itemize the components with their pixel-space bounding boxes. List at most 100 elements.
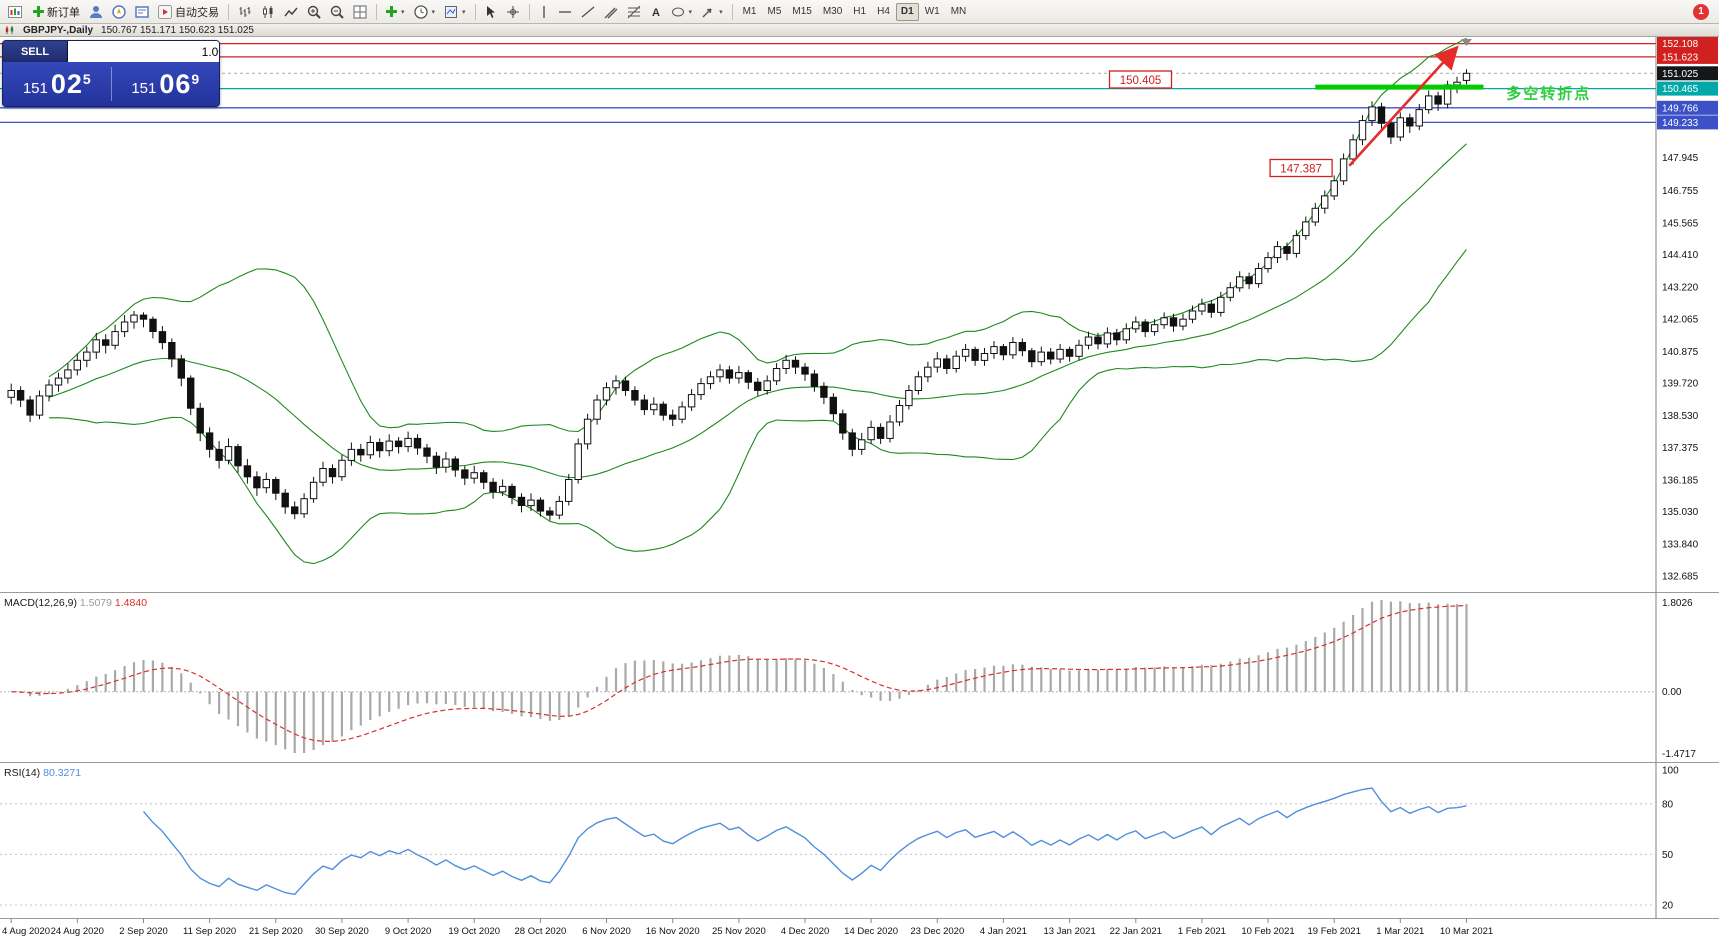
buy-price-big: 06 (159, 68, 192, 99)
tile-windows-button[interactable] (349, 2, 371, 22)
timeframe-m30-button[interactable]: M30 (818, 3, 847, 21)
axis-price-badge: 149.233 (1657, 115, 1718, 130)
notification-badge[interactable]: 1 (1693, 3, 1709, 20)
candlestick-chart-button[interactable] (257, 2, 279, 22)
svg-text:2 Sep 2020: 2 Sep 2020 (119, 926, 168, 937)
turning-point-label[interactable]: 多空转折点 (1506, 85, 1591, 103)
toolbar-separator (528, 3, 530, 20)
macd-header: MACD(12,26,9) 1.5079 1.4840 (4, 597, 147, 609)
timeframe-m15-button[interactable]: M15 (787, 3, 816, 21)
cursor-icon (486, 5, 495, 18)
svg-text:142.065: 142.065 (1662, 314, 1699, 325)
template-icon (445, 5, 458, 18)
volume-input[interactable] (68, 41, 219, 62)
axis-price-badge: 151.025 (1657, 66, 1718, 81)
svg-text:19 Feb 2021: 19 Feb 2021 (1308, 926, 1361, 937)
candlestick-chart-icon (263, 5, 273, 18)
rsi-header: RSI(14) 80.3271 (4, 767, 81, 779)
zoom-in-button[interactable] (303, 2, 325, 22)
templates-button[interactable]: ▾ (440, 2, 470, 22)
horizontal-line-tool-button[interactable] (554, 2, 576, 22)
fibonacci-icon (627, 5, 640, 18)
svg-text:143.220: 143.220 (1662, 283, 1699, 294)
candles (7, 69, 1471, 521)
ellipse-icon (671, 7, 684, 16)
svg-text:140.875: 140.875 (1662, 347, 1699, 358)
timeframe-m5-button[interactable]: M5 (762, 3, 786, 21)
svg-text:23 Dec 2020: 23 Dec 2020 (910, 926, 964, 937)
bar-chart-button[interactable] (234, 2, 256, 22)
sell-price-pip: 5 (82, 70, 91, 87)
svg-text:14 Dec 2020: 14 Dec 2020 (844, 926, 898, 937)
line-chart-icon (284, 7, 298, 16)
svg-text:16 Nov 2020: 16 Nov 2020 (646, 926, 700, 937)
price-annotation-box[interactable]: 150.405 (1108, 70, 1173, 89)
plus-icon (33, 6, 44, 17)
terminal-button[interactable] (131, 2, 153, 22)
sell-price[interactable]: 151 025 (3, 69, 111, 100)
price-axis[interactable]: 147.945 146.755 145.565 144.410 143.220 142.0… (1657, 36, 1718, 583)
cursor-button[interactable] (481, 2, 501, 22)
indicators-button[interactable]: ▾ (382, 2, 409, 22)
timeframe-w1-button[interactable]: W1 (920, 3, 945, 21)
vertical-line-tool-button[interactable] (535, 2, 553, 22)
svg-text:25 Nov 2020: 25 Nov 2020 (712, 926, 766, 937)
svg-text:150.405: 150.405 (1120, 75, 1162, 87)
add-indicator-icon (386, 6, 397, 17)
arrows-tool-button[interactable]: ▾ (697, 2, 727, 22)
time-axis[interactable]: 4 Aug 2020 24 Aug 2020 2 Sep 2020 11 Sep 20… (2, 918, 1493, 937)
timeframe-h1-button[interactable]: H1 (848, 3, 871, 21)
text-tool-button[interactable]: A (646, 2, 666, 22)
rsi-line (142, 787, 1467, 896)
svg-text:9 Oct 2020: 9 Oct 2020 (385, 926, 431, 937)
fibonacci-tool-button[interactable] (623, 2, 645, 22)
panel-separators[interactable] (0, 24, 1719, 919)
market-watch-button[interactable] (85, 2, 107, 22)
svg-text:10 Feb 2021: 10 Feb 2021 (1241, 926, 1294, 937)
timeframe-d1-button[interactable]: D1 (895, 2, 919, 21)
navigator-button[interactable] (108, 2, 130, 22)
svg-text:6 Nov 2020: 6 Nov 2020 (582, 926, 631, 937)
chart-symbol-period: GBPJPY-,Daily (23, 24, 94, 36)
horizontal-line-icon (558, 10, 571, 13)
zoom-out-button[interactable] (326, 2, 348, 22)
svg-text:10 Mar 2021: 10 Mar 2021 (1440, 926, 1493, 937)
buy-price-group: 151 (131, 79, 157, 97)
macd-panel: MACD(12,26,9) 1.5079 1.4840 1.8026 0.00 -1.… (0, 597, 1696, 760)
svg-text:11 Sep 2020: 11 Sep 2020 (183, 926, 236, 937)
svg-text:A: A (652, 7, 660, 19)
trendline-tool-button[interactable] (577, 2, 599, 22)
buy-price[interactable]: 151 069 (112, 69, 220, 100)
periods-button[interactable]: ▾ (410, 2, 440, 22)
chart-shift-marker[interactable] (1461, 39, 1472, 46)
crosshair-icon (506, 5, 519, 18)
new-chart-button[interactable] (4, 2, 28, 22)
svg-text:1.8026: 1.8026 (1662, 598, 1693, 609)
timeframe-h4-button[interactable]: H4 (872, 3, 895, 21)
crosshair-button[interactable] (502, 2, 524, 22)
toolbar-separator (376, 3, 377, 20)
line-chart-button[interactable] (280, 2, 302, 22)
toolbar-separator (474, 3, 476, 20)
rsi-panel: RSI(14) 80.3271 100 80 50 20 (0, 766, 1679, 912)
svg-text:150.465: 150.465 (1662, 84, 1699, 95)
svg-text:-1.4717: -1.4717 (1662, 749, 1696, 760)
autotrading-button[interactable]: 自动交易 (154, 2, 223, 22)
toolbar-separator (228, 3, 229, 20)
quote-prices: 151 025 151 069 (3, 62, 219, 106)
shapes-tool-button[interactable]: ▾ (667, 2, 697, 22)
timeframe-m1-button[interactable]: M1 (738, 3, 762, 21)
channel-tool-button[interactable] (600, 2, 622, 22)
person-icon (90, 5, 102, 18)
svg-text:149.233: 149.233 (1662, 118, 1699, 129)
price-divider (110, 67, 112, 101)
svg-text:30 Sep 2020: 30 Sep 2020 (315, 926, 369, 937)
volume-control: ▴ ▾ (67, 41, 219, 62)
new-order-button[interactable]: 新订单 (29, 2, 84, 22)
trend-arrow[interactable] (1348, 45, 1459, 167)
timeframe-mn-button[interactable]: MN (946, 3, 972, 21)
sell-button[interactable]: SELL (3, 41, 67, 62)
price-annotation-box[interactable]: 147.387 (1269, 158, 1333, 178)
